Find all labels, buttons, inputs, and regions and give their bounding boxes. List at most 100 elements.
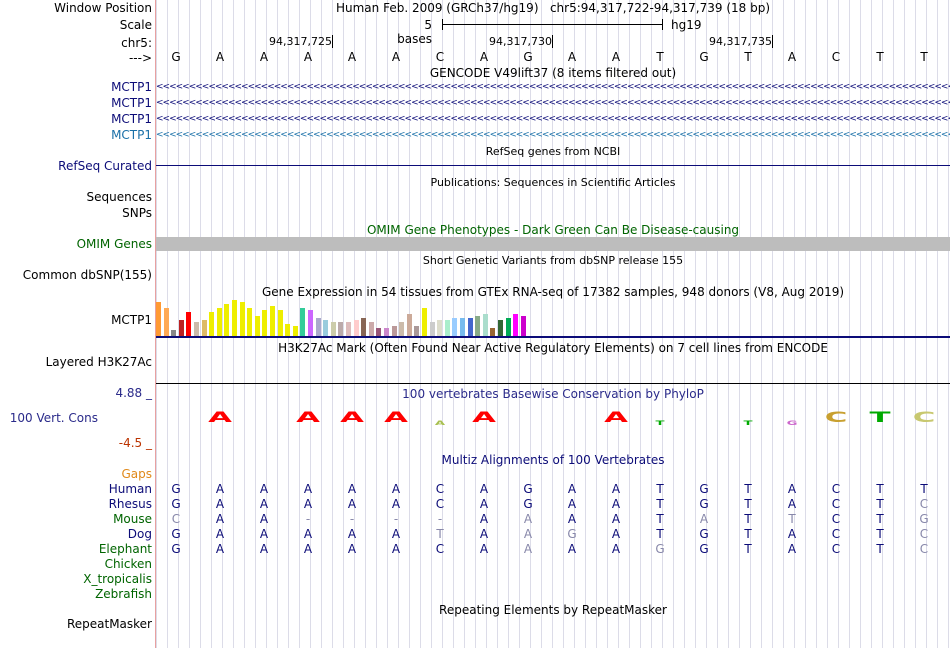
gencode-item-label[interactable]: MCTP1 — [111, 112, 152, 126]
repeatmasker-label[interactable]: RepeatMasker — [66, 617, 152, 631]
gtex-tissue-bar[interactable] — [498, 320, 503, 336]
gencode-item-label[interactable]: MCTP1 — [111, 128, 152, 142]
gtex-tissue-bar[interactable] — [460, 318, 465, 336]
gtex-tissue-bar[interactable] — [406, 314, 412, 336]
gtex-tissue-bar[interactable] — [429, 322, 435, 336]
species-label[interactable]: Elephant — [98, 542, 152, 556]
gtex-tissue-bar[interactable] — [285, 324, 291, 336]
aligned-base: C — [435, 497, 445, 511]
gtex-tissue-bar[interactable] — [475, 316, 481, 336]
aligned-base: G — [171, 542, 181, 556]
gtex-tissue-bar[interactable] — [178, 320, 184, 336]
gtex-tissue-bar[interactable] — [384, 328, 389, 336]
gtex-tissue-bar[interactable] — [262, 310, 268, 336]
gtex-tissue-bar[interactable] — [315, 318, 321, 336]
aligned-base: A — [347, 497, 357, 511]
gtex-tissue-bar[interactable] — [505, 318, 511, 336]
aligned-base: T — [656, 527, 664, 541]
gtex-tissue-bar[interactable] — [194, 322, 199, 336]
gtex-tissue-bar[interactable] — [323, 320, 329, 336]
gtex-label[interactable]: MCTP1 — [111, 313, 152, 327]
gencode-item-label[interactable]: MCTP1 — [111, 80, 152, 94]
aligned-base: A — [479, 512, 489, 526]
gtex-tissue-bar[interactable] — [186, 312, 192, 336]
aligned-base: A — [787, 497, 797, 511]
aligned-base: G — [919, 512, 929, 526]
gaps-label[interactable]: Gaps — [121, 467, 152, 481]
grid-line — [321, 0, 322, 648]
species-label[interactable]: Mouse — [113, 512, 152, 526]
species-label[interactable]: Zebrafish — [95, 587, 152, 601]
gencode-transcript[interactable]: <<<<<<<<<<<<<<<<<<<<<<<<<<<<<<<<<<<<<<<<… — [156, 82, 950, 92]
gtex-tissue-bar[interactable] — [247, 308, 253, 336]
tick-mark — [552, 35, 553, 48]
gtex-tissue-bar[interactable] — [399, 322, 405, 336]
gtex-tissue-bar[interactable] — [376, 328, 382, 336]
gtex-tissue-bar[interactable] — [224, 304, 230, 336]
phylop-logo-glyph: A — [604, 410, 628, 426]
species-label[interactable]: Dog — [127, 527, 152, 541]
omim-label[interactable]: OMIM Genes — [76, 237, 152, 251]
gtex-tissue-bar[interactable] — [270, 306, 275, 336]
gtex-tissue-bar[interactable] — [520, 316, 526, 336]
gtex-bar-chart[interactable] — [156, 300, 950, 336]
gtex-tissue-bar[interactable] — [346, 322, 351, 336]
gtex-tissue-bar[interactable] — [277, 310, 283, 336]
gtex-tissue-bar[interactable] — [338, 322, 344, 336]
omim-feature-bar[interactable] — [156, 237, 950, 251]
gtex-tissue-bar[interactable] — [482, 314, 488, 336]
h3k27ac-label[interactable]: Layered H3K27Ac — [45, 355, 152, 369]
gtex-tissue-bar[interactable] — [292, 326, 298, 336]
aligned-base: - — [305, 512, 311, 526]
species-label[interactable]: Chicken — [104, 557, 152, 571]
gencode-item-label[interactable]: MCTP1 — [111, 96, 152, 110]
gtex-tissue-bar[interactable] — [452, 318, 458, 336]
snps-label[interactable]: SNPs — [122, 206, 152, 220]
gencode-transcript[interactable]: <<<<<<<<<<<<<<<<<<<<<<<<<<<<<<<<<<<<<<<<… — [156, 114, 950, 124]
gtex-tissue-bar[interactable] — [513, 314, 519, 336]
species-label[interactable]: Human — [108, 482, 152, 496]
gtex-tissue-bar[interactable] — [232, 300, 237, 336]
track-panel[interactable]: Human Feb. 2009 (GRCh37/hg19) chr5:94,31… — [156, 0, 950, 648]
gtex-tissue-bar[interactable] — [467, 318, 473, 336]
gtex-tissue-bar[interactable] — [391, 326, 397, 336]
gencode-transcript[interactable]: <<<<<<<<<<<<<<<<<<<<<<<<<<<<<<<<<<<<<<<<… — [156, 98, 950, 108]
gtex-tissue-bar[interactable] — [361, 318, 367, 336]
gtex-tissue-bar[interactable] — [300, 308, 306, 336]
gtex-tissue-bar[interactable] — [353, 320, 359, 336]
dbsnp-label[interactable]: Common dbSNP(155) — [22, 268, 152, 282]
phylop-ymin: -4.5 _ — [118, 436, 152, 450]
gtex-tissue-bar[interactable] — [201, 320, 207, 336]
gtex-tissue-bar[interactable] — [171, 330, 177, 336]
sequences-label[interactable]: Sequences — [86, 190, 152, 204]
gtex-tissue-bar[interactable] — [422, 308, 427, 336]
gtex-tissue-bar[interactable] — [239, 302, 245, 336]
species-label[interactable]: X_tropicalis — [83, 572, 152, 586]
gtex-tissue-bar[interactable] — [156, 302, 161, 336]
gtex-tissue-bar[interactable] — [368, 322, 374, 336]
grid-line — [750, 0, 751, 648]
refseq-line[interactable] — [156, 165, 950, 166]
gtex-tissue-bar[interactable] — [414, 326, 420, 336]
scale-bar-cap — [442, 19, 443, 30]
gtex-tissue-bar[interactable] — [490, 328, 496, 336]
gtex-tissue-bar[interactable] — [216, 308, 222, 336]
gtex-tissue-bar[interactable] — [209, 312, 215, 336]
gtex-tissue-bar[interactable] — [330, 322, 336, 336]
gtex-tissue-bar[interactable] — [254, 316, 260, 336]
gtex-tissue-bar[interactable] — [308, 310, 313, 336]
refseq-label[interactable]: RefSeq Curated — [58, 159, 152, 173]
species-label[interactable]: Rhesus — [108, 497, 152, 511]
gtex-tissue-bar[interactable] — [437, 320, 443, 336]
grid-line — [783, 0, 784, 648]
aligned-base: A — [303, 497, 313, 511]
scale-bar-cap — [662, 19, 663, 30]
aligned-base: C — [435, 482, 445, 496]
gtex-tissue-bar[interactable] — [163, 308, 169, 336]
phylop-label[interactable]: 100 Vert. Cons — [9, 411, 98, 425]
gencode-transcript[interactable]: <<<<<<<<<<<<<<<<<<<<<<<<<<<<<<<<<<<<<<<<… — [156, 130, 950, 140]
gtex-gene-line[interactable] — [156, 336, 950, 338]
gtex-tissue-bar[interactable] — [444, 320, 450, 336]
